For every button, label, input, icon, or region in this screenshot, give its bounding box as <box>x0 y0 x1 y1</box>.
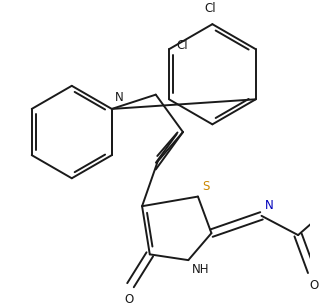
Text: O: O <box>309 279 318 292</box>
Text: S: S <box>202 180 209 193</box>
Text: N: N <box>115 91 123 104</box>
Text: N: N <box>265 199 274 212</box>
Text: Cl: Cl <box>205 2 216 14</box>
Text: NH: NH <box>192 263 210 276</box>
Text: O: O <box>124 293 133 306</box>
Text: Cl: Cl <box>177 39 188 52</box>
